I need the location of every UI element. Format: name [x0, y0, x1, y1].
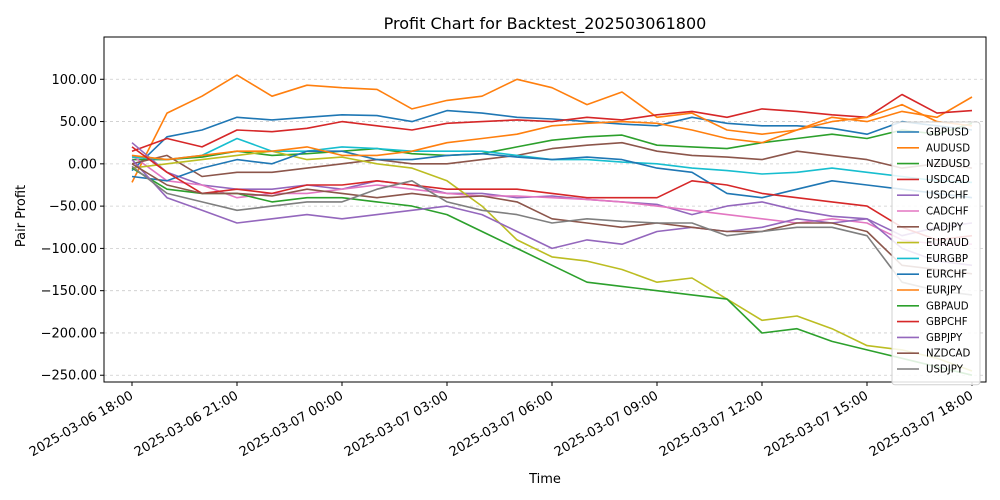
- y-tick-label: −200.00: [41, 326, 97, 341]
- y-axis: 100.00 50.00 0.00 −50.00 −100.00 −150.00 −200.…: [41, 73, 104, 384]
- legend-label: USDCHF: [926, 191, 969, 202]
- legend-label: EURJPY: [926, 286, 963, 297]
- legend-label: NZDCAD: [926, 349, 971, 360]
- y-tick-label: 0.00: [68, 157, 97, 172]
- legend-label: EURAUD: [926, 238, 969, 249]
- series-line-nzdcad: [131, 163, 973, 275]
- y-tick-label: −250.00: [41, 369, 97, 384]
- legend-box: [891, 121, 981, 386]
- legend: GBPUSD AUDUSD NZDUSD USDCAD USDCHF CADCHF CADJ…: [891, 121, 981, 386]
- legend-label: EURCHF: [926, 270, 967, 281]
- legend-label: CADJPY: [926, 222, 964, 233]
- y-axis-label: Pair Profit: [14, 185, 29, 247]
- legend-label: GBPUSD: [926, 128, 969, 139]
- series-line-usdchf: [131, 142, 973, 237]
- legend-label: USDCAD: [926, 175, 970, 186]
- series-line-gbpusd: [131, 109, 973, 172]
- series-lines: [131, 74, 973, 376]
- series-line-usdcad: [131, 93, 973, 152]
- legend-label: USDJPY: [926, 365, 964, 376]
- y-tick-label: −150.00: [41, 284, 97, 299]
- legend-label: EURGBP: [926, 254, 968, 265]
- y-tick-label: 50.00: [60, 115, 97, 130]
- y-tick-label: −100.00: [41, 242, 97, 257]
- legend-label: GBPJPY: [926, 333, 963, 344]
- legend-label: NZDUSD: [926, 159, 970, 170]
- series-line-nzdusd: [132, 122, 973, 161]
- series-line-gbpchf: [131, 146, 973, 241]
- series-line-eurchf: [131, 150, 973, 199]
- legend-label: GBPCHF: [926, 317, 968, 328]
- chart-title: Profit Chart for Backtest_202503061800: [384, 14, 707, 34]
- legend-label: AUDUSD: [926, 143, 970, 154]
- x-axis-label: Time: [528, 472, 561, 487]
- legend-label: GBPAUD: [926, 301, 969, 312]
- legend-label: CADCHF: [926, 207, 969, 218]
- series-line-gbpaud: [131, 167, 973, 376]
- y-tick-label: −50.00: [49, 200, 97, 215]
- y-tick-label: 100.00: [52, 73, 98, 88]
- series-line-cadjpy: [131, 141, 973, 178]
- series-line-eurjpy: [131, 103, 973, 161]
- plot-frame: [103, 36, 987, 383]
- series-line-usdjpy: [131, 165, 973, 296]
- series-line-audusd: [131, 74, 973, 183]
